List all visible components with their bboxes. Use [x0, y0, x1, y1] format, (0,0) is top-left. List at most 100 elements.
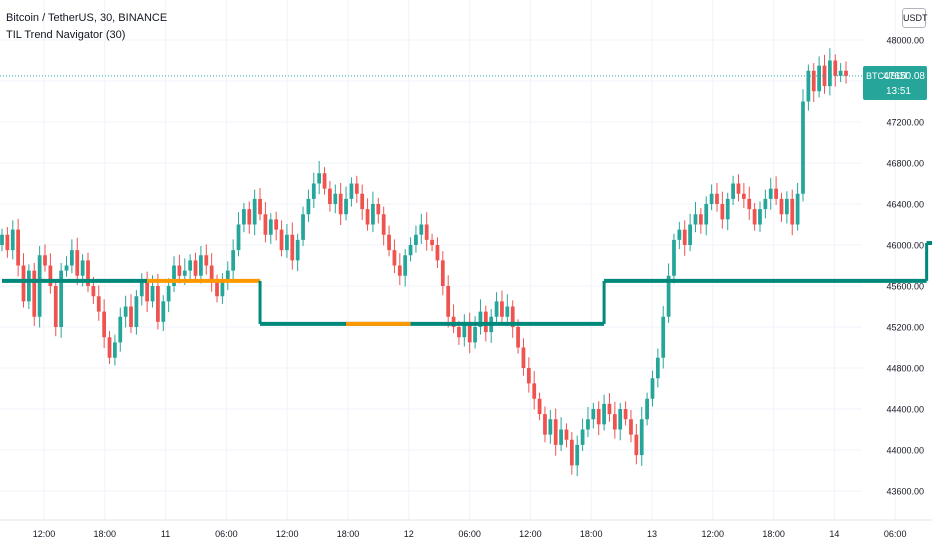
candle-body [242, 209, 246, 225]
candle-body [5, 234, 10, 251]
candle-body [392, 250, 397, 266]
candle-body [833, 60, 838, 76]
candle-body [715, 193, 719, 204]
candle-body [844, 70, 848, 76]
candle-body [107, 337, 112, 358]
candle-body [285, 234, 289, 251]
candle-body [747, 198, 752, 210]
candle-body [96, 296, 101, 312]
candle-body [397, 265, 402, 276]
x-tick-label: 12:00 [519, 529, 542, 539]
candle-body [736, 183, 741, 194]
candle-body [371, 204, 375, 225]
candle-body [311, 183, 316, 199]
candle-body [629, 419, 633, 435]
candle-body [258, 198, 262, 215]
currency-button[interactable]: USDT [902, 8, 928, 28]
candle-body [59, 270, 64, 327]
candle-body [236, 224, 241, 251]
candle-body [209, 265, 214, 281]
x-tick-label: 18:00 [337, 529, 360, 539]
y-tick-label: 45200.00 [886, 323, 924, 333]
candle-body [102, 311, 107, 338]
candle-body [306, 198, 311, 215]
y-tick-label: 47200.00 [886, 118, 924, 128]
candle-body [274, 219, 279, 230]
candle-body [586, 419, 590, 430]
y-tick-label: 44000.00 [886, 446, 924, 456]
candle-body [252, 198, 257, 225]
candle-body [0, 234, 4, 245]
candle-body [424, 224, 429, 240]
candle-body [650, 378, 655, 399]
candle-body [301, 214, 305, 240]
candle-body [478, 311, 483, 327]
gridlines [0, 0, 896, 520]
price-badge-symbol: BTCUSDT [866, 71, 909, 81]
candle-body [838, 70, 843, 76]
candle-body [129, 306, 133, 327]
candle-body [414, 234, 418, 245]
candle-body [591, 409, 596, 420]
candle-body [500, 301, 504, 317]
last-price-badge: BTCUSDT 47650.08 13:51 [863, 66, 927, 100]
candle-body [150, 286, 155, 302]
candle-body [774, 188, 778, 199]
chart-title: Bitcoin / TetherUS, 30, BINANCE [6, 12, 168, 24]
y-tick-label: 44400.00 [886, 405, 924, 415]
trend-line-layer [2, 240, 932, 326]
candle-body [430, 239, 434, 245]
candle-body [655, 357, 660, 379]
candle-body [32, 270, 37, 317]
candle-body [333, 193, 338, 204]
candle-body [822, 65, 827, 87]
x-tick-label: 18:00 [580, 529, 603, 539]
candle-body [457, 327, 461, 338]
candle-body [467, 321, 472, 343]
candle-body [440, 260, 445, 286]
x-tick-label: 12:00 [702, 529, 725, 539]
candle-body [602, 403, 606, 425]
y-tick-label: 46000.00 [886, 241, 924, 251]
candle-body [172, 265, 176, 286]
candle-body [451, 316, 456, 327]
candle-body [177, 265, 182, 276]
candle-body [817, 65, 822, 92]
candle-body [290, 234, 295, 261]
candle-body [521, 347, 526, 368]
candle-body [752, 209, 757, 225]
candle-body [532, 383, 537, 399]
indicator-label[interactable]: TIL Trend Navigator (30) [6, 29, 126, 41]
candle-body [91, 286, 96, 297]
candle-body [80, 260, 85, 276]
candle-body [387, 234, 391, 251]
candle-body [741, 193, 746, 199]
candle-body [134, 296, 139, 327]
candle-body [768, 188, 773, 199]
candle-body [123, 306, 128, 317]
candle-body [204, 255, 209, 266]
candle-body [317, 173, 322, 184]
candle-body [199, 255, 203, 276]
y-tick-label: 43600.00 [886, 487, 924, 497]
candle-body [537, 398, 542, 415]
candle-body [70, 250, 74, 266]
candle-body [161, 301, 166, 322]
candle-body [279, 229, 284, 251]
candle-body [806, 70, 811, 102]
candle-body [145, 280, 150, 302]
price-badge-value: 47650.08 [883, 71, 925, 82]
candle-body [338, 193, 343, 215]
candle-body [166, 286, 171, 302]
candle-body [365, 209, 370, 225]
candle-body [53, 286, 58, 327]
candle-body [548, 419, 553, 435]
candle-body [328, 188, 332, 204]
candle-body [48, 265, 53, 286]
candle-body [225, 270, 230, 281]
candle-body [607, 403, 612, 415]
x-tick-label: 13 [647, 529, 657, 539]
candle-body [526, 368, 531, 384]
